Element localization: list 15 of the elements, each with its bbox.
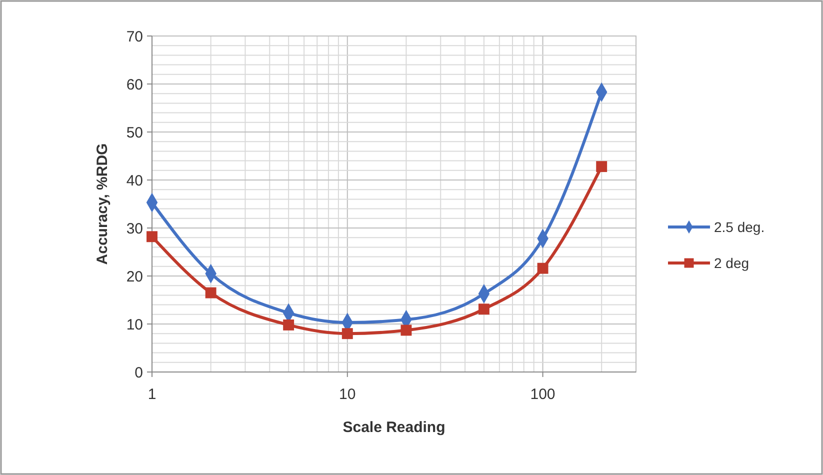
y-tick-label: 60 xyxy=(126,76,143,94)
x-axis-title: Scale Reading xyxy=(342,419,446,436)
y-axis-title: Accuracy, %RDG xyxy=(94,143,111,265)
y-tick-label: 50 xyxy=(126,124,143,142)
y-tick-label: 30 xyxy=(126,220,143,238)
y-tick-label: 10 xyxy=(126,316,143,334)
legend-label: 2 deg xyxy=(714,254,750,271)
y-tick-label: 0 xyxy=(134,364,143,382)
x-tick-label: 10 xyxy=(339,386,356,403)
x-tick-label: 100 xyxy=(530,386,556,403)
legend-label: 2.5 deg. xyxy=(714,218,765,235)
y-tick-label: 40 xyxy=(126,172,143,190)
y-tick-label: 70 xyxy=(126,28,143,46)
y-tick-label: 20 xyxy=(126,268,143,286)
x-tick-label: 1 xyxy=(148,386,156,403)
